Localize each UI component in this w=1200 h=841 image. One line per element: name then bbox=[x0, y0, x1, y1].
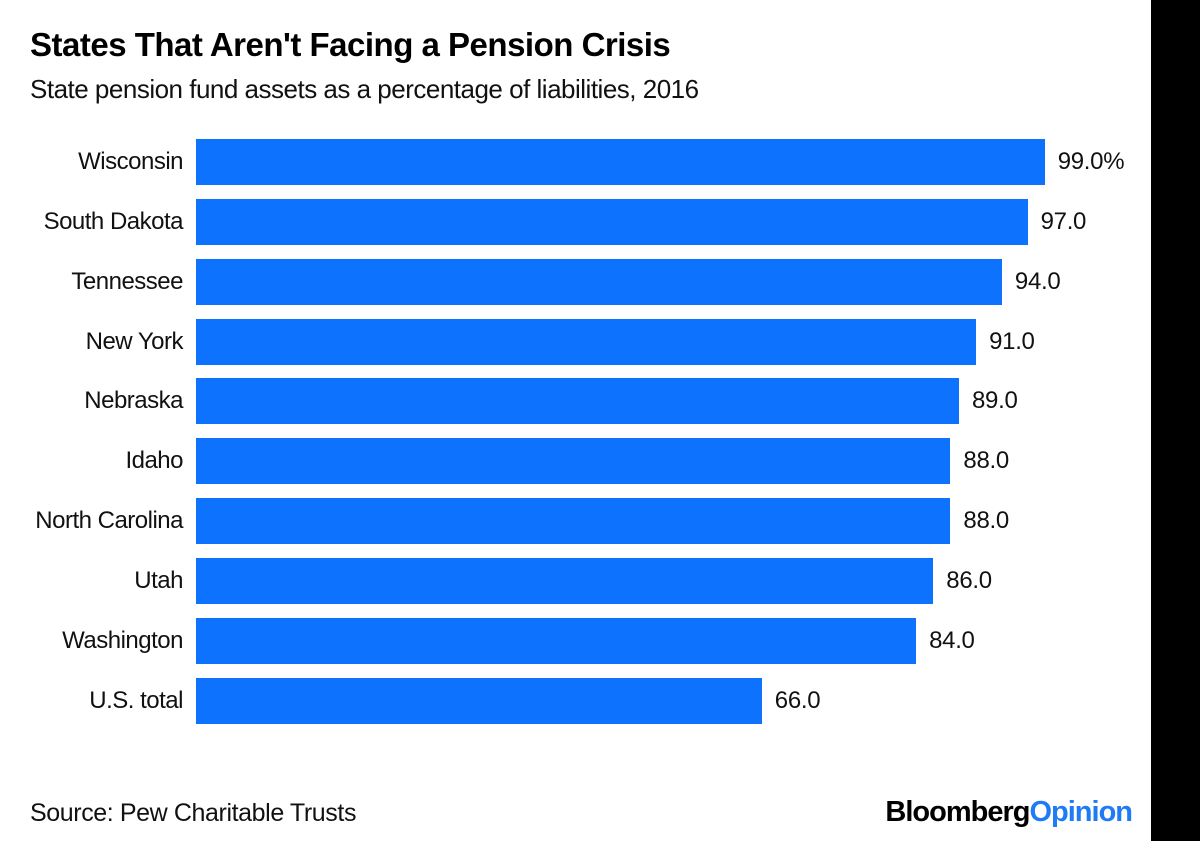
brand-bloomberg-text: Bloomberg bbox=[885, 796, 1030, 828]
source-note: Source: Pew Charitable Trusts bbox=[30, 799, 357, 827]
category-label: Wisconsin bbox=[78, 148, 183, 175]
bar bbox=[196, 139, 1045, 185]
bar bbox=[196, 617, 917, 664]
category-label: U.S. total bbox=[89, 686, 183, 714]
bar bbox=[196, 677, 762, 724]
chart-row: Wisconsin 99.0% bbox=[0, 139, 1151, 185]
value-label: 94.0 bbox=[1014, 267, 1061, 295]
chart-row: U.S. total 66.0 bbox=[0, 677, 1151, 724]
bloomberg-opinion-logo: BloombergOpinion bbox=[860, 796, 1133, 829]
value-label: 66.0 bbox=[774, 686, 821, 714]
chart-subtitle: State pension fund assets as a percentag… bbox=[30, 74, 699, 104]
chart-row: Tennessee 94.0 bbox=[0, 258, 1151, 305]
value-label: 97.0 bbox=[1040, 207, 1087, 235]
bar-chart-plot-area: Wisconsin 99.0% South Dakota 97.0 Tennessee 9… bbox=[0, 139, 1151, 724]
bar bbox=[196, 498, 951, 545]
category-label: South Dakota bbox=[43, 207, 184, 235]
chart-row: South Dakota 97.0 bbox=[0, 198, 1151, 245]
chart-row: North Carolina 88.0 bbox=[0, 498, 1151, 545]
value-label: 89.0 bbox=[972, 387, 1018, 415]
chart-row: Utah 86.0 bbox=[0, 557, 1151, 604]
bar bbox=[196, 378, 959, 425]
bar bbox=[196, 557, 934, 604]
category-label: North Carolina bbox=[35, 507, 183, 535]
chart-row: Idaho 88.0 bbox=[0, 438, 1151, 485]
chart-row: New York 91.0 bbox=[0, 318, 1151, 365]
bar bbox=[196, 258, 1002, 305]
value-label: 88.0 bbox=[963, 447, 1009, 475]
bar bbox=[196, 438, 951, 485]
value-label: 88.0 bbox=[963, 507, 1009, 535]
value-label: 99.0% bbox=[1057, 148, 1125, 175]
value-label: 91.0 bbox=[989, 327, 1035, 355]
category-label: Tennessee bbox=[71, 267, 183, 295]
chart-row: Nebraska 89.0 bbox=[0, 378, 1151, 425]
value-label: 86.0 bbox=[946, 566, 992, 594]
bar bbox=[196, 198, 1028, 245]
category-label: Utah bbox=[134, 566, 183, 594]
category-label: Idaho bbox=[125, 447, 183, 475]
value-label: 84.0 bbox=[929, 626, 975, 654]
bar bbox=[196, 318, 977, 365]
category-label: New York bbox=[85, 327, 184, 355]
chart-title: States That Aren't Facing a Pension Cris… bbox=[30, 26, 671, 63]
category-label: Washington bbox=[62, 626, 183, 654]
chart-row: Washington 84.0 bbox=[0, 617, 1151, 664]
right-edge-black-strip bbox=[1151, 0, 1200, 841]
brand-opinion-text: Opinion bbox=[1029, 796, 1133, 828]
category-label: Nebraska bbox=[84, 387, 183, 415]
